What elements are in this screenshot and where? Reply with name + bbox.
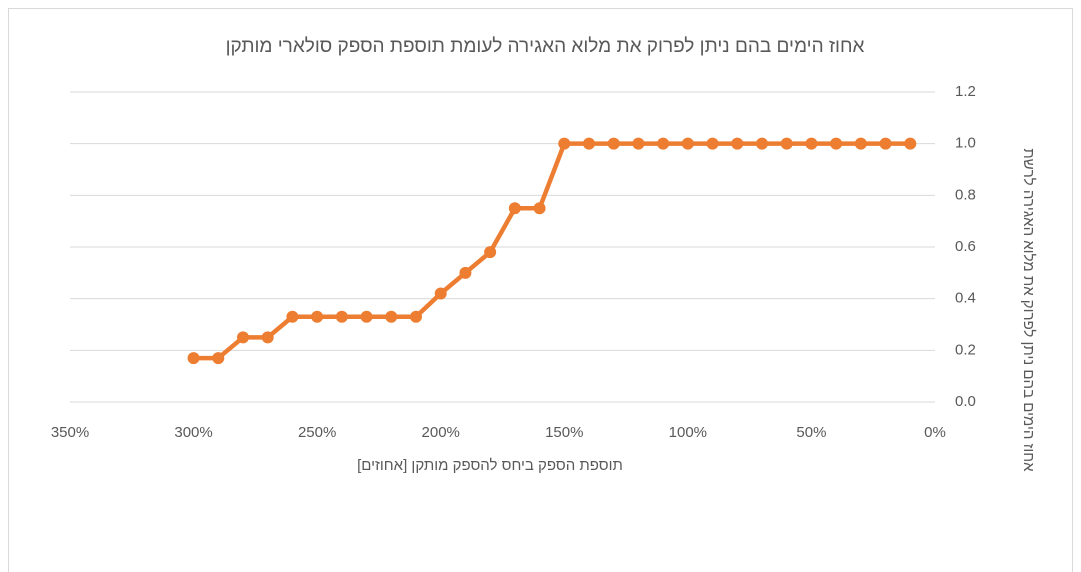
x-tick-label: 50% bbox=[796, 424, 826, 441]
data-point bbox=[805, 137, 818, 150]
x-axis-label: תוספת הספק ביחס להספק מותקן [אחוזים] bbox=[357, 457, 623, 474]
data-point bbox=[854, 137, 867, 150]
y-tick-label: 0.4 bbox=[955, 290, 976, 307]
y-tick-label: 1.2 bbox=[955, 83, 976, 100]
data-point bbox=[237, 331, 249, 344]
data-point bbox=[434, 287, 447, 300]
data-point bbox=[508, 202, 521, 215]
data-point bbox=[583, 137, 595, 150]
y-tick-label: 0.0 bbox=[955, 393, 976, 410]
x-tick-label: 150% bbox=[545, 424, 583, 441]
data-point bbox=[311, 310, 324, 323]
data-point bbox=[484, 246, 497, 259]
data-point bbox=[212, 352, 225, 365]
x-tick-label: 350% bbox=[51, 424, 89, 441]
y-axis-label: אחוז הימים בהם ניתן לפרוק את מלוא האגירה… bbox=[1020, 148, 1037, 472]
data-point bbox=[879, 137, 892, 150]
y-tick-label: 0.8 bbox=[955, 186, 976, 203]
data-point bbox=[187, 352, 200, 365]
chart-title: אחוז הימים בהם ניתן לפרוק את מלוא האגירה… bbox=[226, 36, 865, 57]
x-tick-label: 0% bbox=[924, 424, 946, 441]
data-point bbox=[385, 310, 398, 323]
data-point bbox=[335, 310, 348, 323]
y-tick-label: 1.0 bbox=[955, 135, 976, 152]
y-tick-label: 0.2 bbox=[955, 341, 976, 358]
data-point bbox=[780, 137, 793, 150]
x-tick-label: 250% bbox=[298, 424, 336, 441]
x-tick-label: 200% bbox=[422, 424, 460, 441]
data-point bbox=[756, 137, 768, 150]
y-tick-label: 0.6 bbox=[955, 238, 976, 255]
data-point bbox=[558, 137, 571, 150]
data-point bbox=[904, 137, 917, 150]
data-point bbox=[459, 266, 472, 279]
data-point bbox=[261, 331, 274, 344]
data-point bbox=[731, 137, 744, 150]
data-point bbox=[533, 202, 546, 215]
x-tick-label: 300% bbox=[174, 424, 212, 441]
data-point bbox=[657, 137, 670, 150]
x-tick-label: 100% bbox=[669, 424, 707, 441]
data-point bbox=[360, 310, 373, 323]
data-point bbox=[286, 310, 299, 323]
data-point bbox=[706, 137, 719, 150]
data-point bbox=[607, 137, 620, 150]
data-point bbox=[632, 137, 645, 150]
chart-border bbox=[8, 8, 1073, 572]
data-point bbox=[410, 310, 422, 323]
data-point bbox=[830, 137, 843, 150]
data-point bbox=[681, 137, 694, 150]
